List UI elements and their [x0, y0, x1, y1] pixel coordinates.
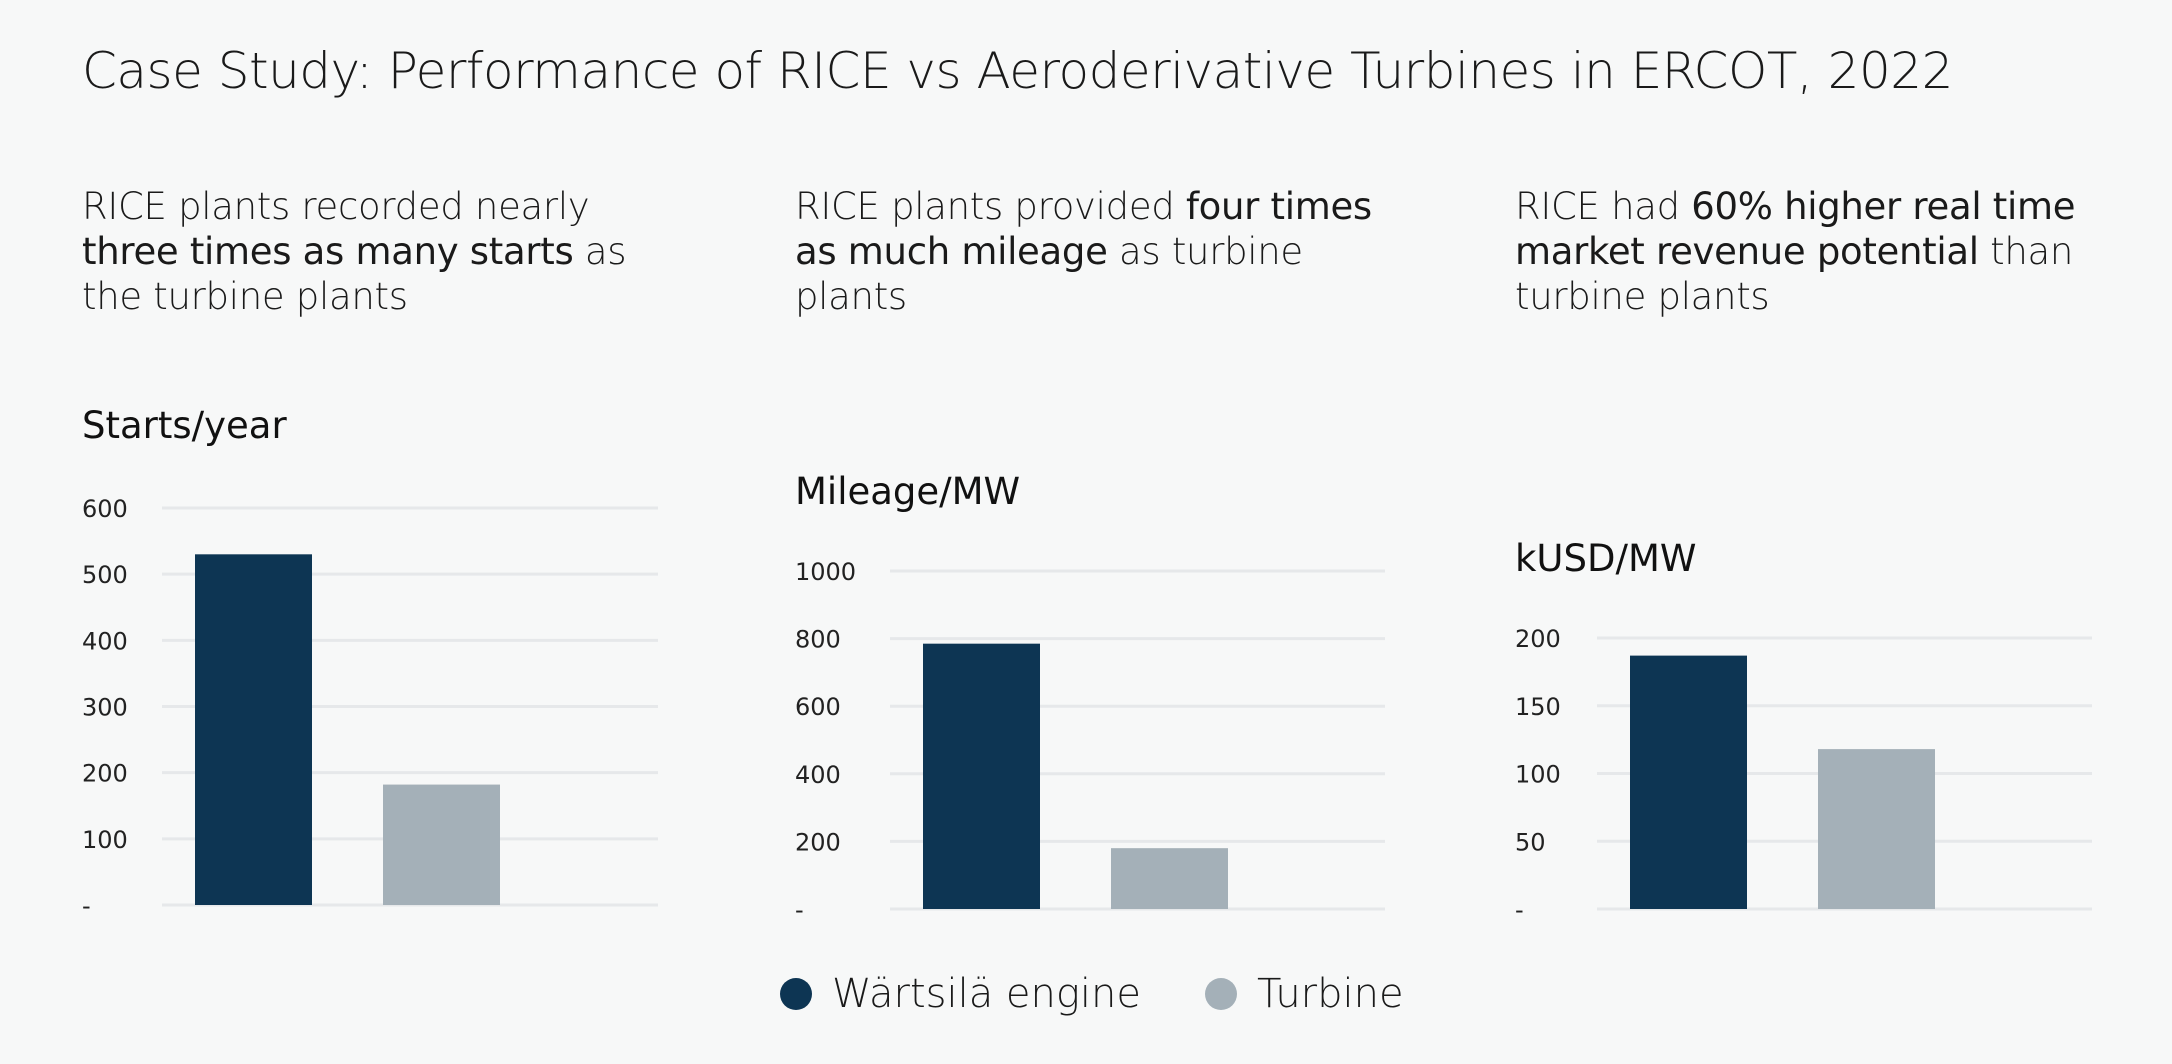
chart-2-ytick-label: 800 — [795, 626, 841, 654]
chart-1-ytick-label: 500 — [82, 561, 128, 589]
panel-1-subtitle-part: as the turbine plants — [82, 230, 627, 318]
panel-2-subtitle-bold: four times as much mileage — [795, 185, 1372, 273]
chart-1-bar-engine — [195, 554, 312, 905]
chart-3-bar-turbine — [1818, 749, 1935, 909]
chart-3-unit-label: kUSD/MW — [1515, 537, 1697, 580]
panel-1-subtitle: RICE plants recorded nearly three times … — [82, 184, 642, 319]
legend-swatch-turbine — [1204, 978, 1237, 1010]
chart-1-ytick-label: 300 — [82, 694, 128, 722]
chart-3-ytick-label: 50 — [1515, 828, 1546, 856]
page-title: Case Study: Performance of RICE vs Aerod… — [82, 42, 1953, 100]
chart-1-ytick-label: 100 — [82, 826, 128, 854]
chart-3-ytick-label: 200 — [1515, 625, 1561, 653]
chart-2-bar-turbine — [1111, 848, 1228, 909]
chart-1-ytick-label: - — [82, 892, 91, 920]
chart-1-ytick-label: 400 — [82, 627, 128, 655]
legend-item-turbine: Turbine — [1204, 971, 1404, 1017]
chart-1-ytick-label: 200 — [82, 760, 128, 788]
chart-2-ytick-label: 600 — [795, 693, 841, 721]
chart-2-ytick-label: 400 — [795, 761, 841, 789]
legend: Wärtsilä engine Turbine — [780, 970, 1468, 1018]
panel-3-subtitle-part: than turbine plants — [1515, 230, 2074, 318]
legend-label-engine: Wärtsilä engine — [832, 971, 1141, 1017]
chart-3-ytick-label: 100 — [1515, 761, 1561, 789]
chart-1-bar-turbine — [383, 784, 500, 905]
panel-3-subtitle-part: RICE had — [1515, 185, 1692, 228]
chart-2-unit-label: Mileage/MW — [795, 470, 1021, 513]
chart-2-ytick-label: 200 — [795, 828, 841, 856]
chart-3-ytick-label: - — [1515, 896, 1524, 924]
chart-1-unit-label: Starts/year — [82, 404, 287, 447]
legend-item-engine: Wärtsilä engine — [780, 971, 1141, 1017]
legend-label-turbine: Turbine — [1256, 971, 1404, 1017]
legend-swatch-engine — [780, 978, 812, 1010]
chart-2-bar-engine — [923, 643, 1040, 909]
panel-1-subtitle-bold: three times as many starts — [82, 230, 574, 273]
chart-2-ytick-label: - — [795, 896, 804, 924]
chart-3-bar-engine — [1630, 655, 1747, 909]
panel-3-subtitle-bold: 60% higher real time market revenue pote… — [1515, 185, 2076, 273]
panel-2-subtitle-part: RICE plants provided — [795, 185, 1186, 228]
panel-2-subtitle-part: as turbine plants — [795, 230, 1303, 318]
panel-2-subtitle: RICE plants provided four times as much … — [795, 184, 1395, 319]
panel-3-subtitle: RICE had 60% higher real time market rev… — [1515, 184, 2115, 319]
chart-2-ytick-label: 1000 — [795, 558, 856, 586]
chart-3-ytick-label: 150 — [1515, 693, 1561, 721]
chart-1-ytick-label: 600 — [82, 495, 128, 523]
panel-1-subtitle-part: RICE plants recorded nearly — [82, 185, 590, 228]
